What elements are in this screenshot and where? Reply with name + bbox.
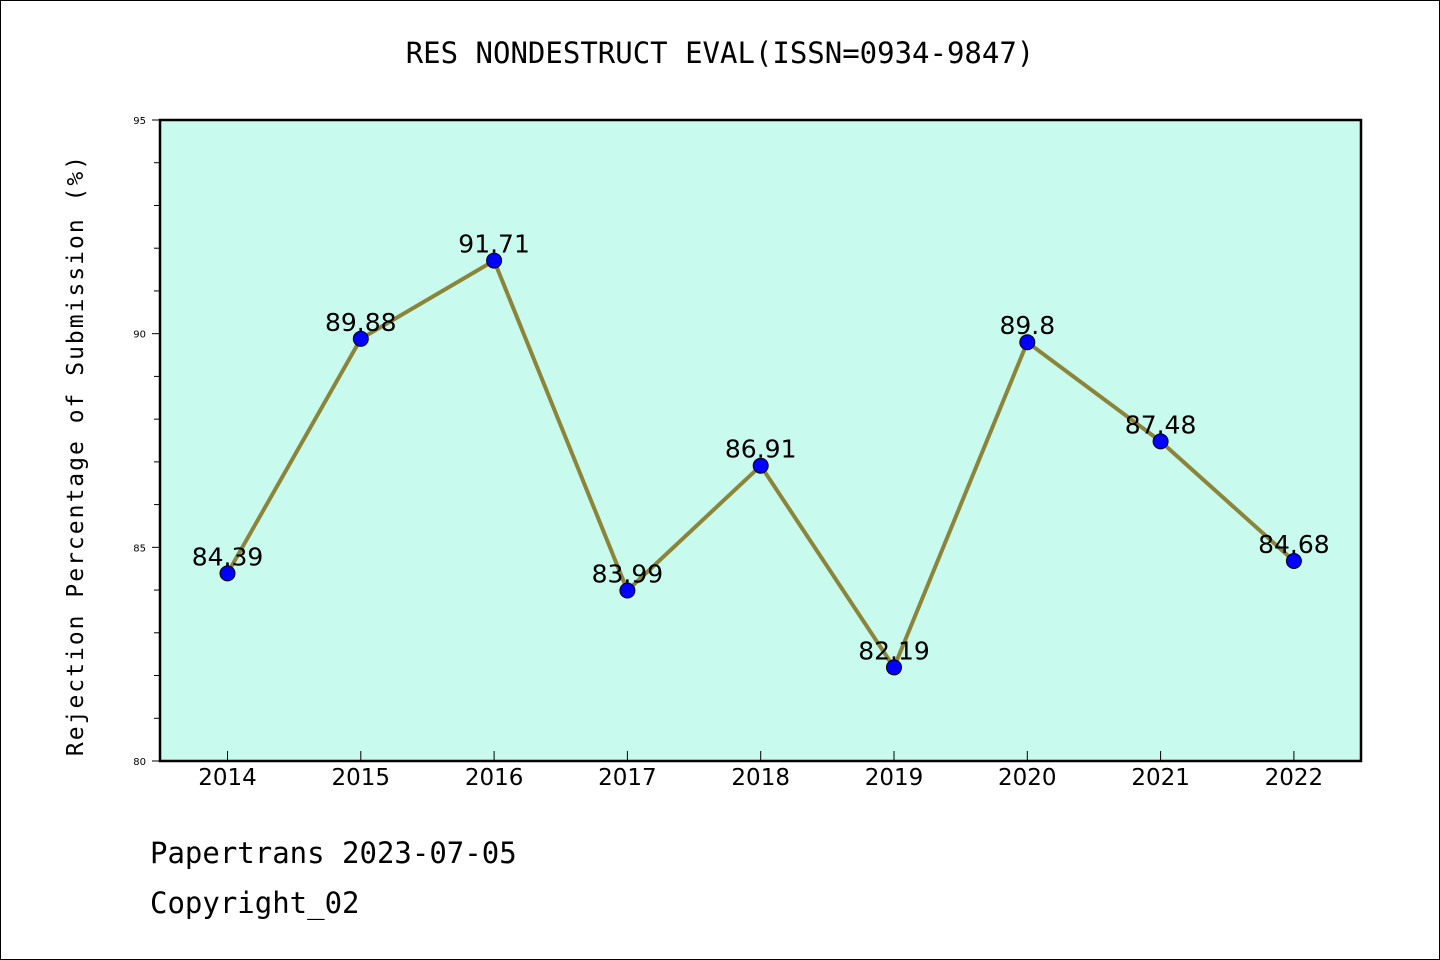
x-tick-label: 2019 (865, 765, 924, 791)
data-label: 82.19 (858, 636, 930, 665)
data-labels: 84.39 89.88 91.71 83.99 86.91 82.19 89.8 87.48 8… (192, 230, 1330, 666)
data-label: 83.99 (592, 559, 664, 588)
data-point (352, 330, 369, 347)
x-tick-label: 2022 (1265, 765, 1324, 791)
data-label: 84.68 (1258, 530, 1330, 559)
x-tick-label: 2021 (1131, 765, 1190, 791)
data-label: 86.91 (725, 435, 797, 464)
x-tick-label: 2015 (332, 765, 391, 791)
x-axis: 2014 2015 2016 2017 2018 2019 2020 2021 2022 (198, 751, 1323, 791)
data-point (619, 582, 636, 599)
y-axis: 80 85 90 95 (133, 116, 160, 768)
data-points (219, 252, 1302, 676)
y-tick-label: 85 (133, 543, 146, 554)
data-label: 91.71 (458, 230, 530, 259)
x-tick-label: 2016 (465, 765, 524, 791)
data-label: 89.88 (325, 308, 397, 337)
data-point (886, 659, 902, 676)
data-point (1285, 553, 1302, 570)
y-tick-label: 95 (133, 116, 146, 127)
plot-border (158, 118, 1363, 763)
x-tick-label: 2017 (598, 765, 657, 791)
data-label: 89.8 (999, 311, 1055, 340)
data-label: 87.48 (1125, 410, 1197, 439)
y-tick-label: 80 (133, 757, 146, 768)
data-label: 84.39 (192, 542, 264, 571)
data-point (752, 457, 769, 474)
data-point (219, 565, 236, 582)
x-tick-label: 2018 (731, 765, 790, 791)
data-point (1019, 334, 1036, 351)
footer-date: Papertrans 2023-07-05 (150, 836, 517, 870)
chart-title: RES NONDESTRUCT EVAL(ISSN=0934-9847) (405, 36, 1035, 70)
y-tick-label: 90 (133, 330, 146, 341)
data-point (1152, 433, 1169, 450)
footer-copyright: Copyright_02 (150, 886, 360, 920)
x-tick-label: 2014 (198, 765, 257, 791)
data-point (486, 252, 503, 269)
x-tick-label: 2020 (998, 765, 1057, 791)
